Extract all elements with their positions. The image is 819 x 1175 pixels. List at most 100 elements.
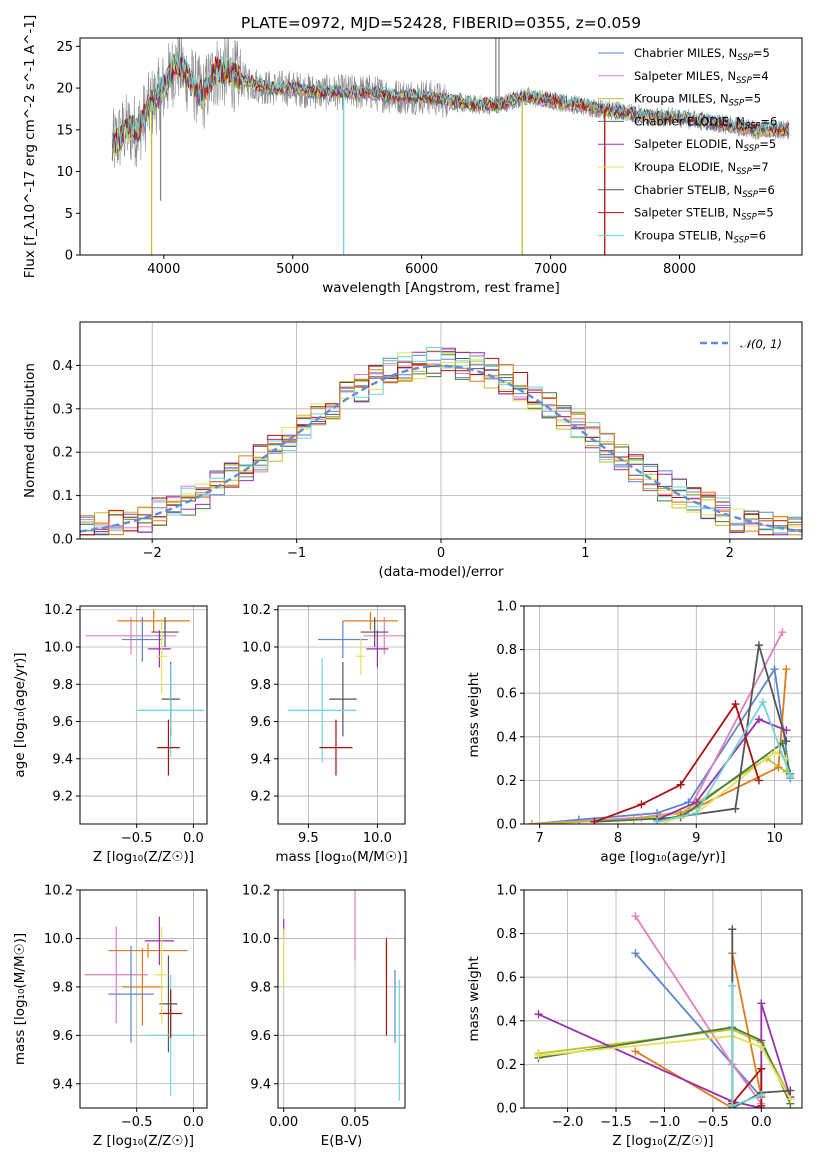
legend-label-count: =6 bbox=[749, 228, 766, 242]
x-tick-label: 0.05 bbox=[341, 1115, 370, 1130]
series-marker bbox=[692, 798, 701, 807]
legend-label-count: =7 bbox=[752, 160, 769, 174]
axes-frame bbox=[79, 37, 803, 256]
legend-label-subscript: SSP bbox=[741, 213, 757, 223]
plot-area bbox=[534, 912, 795, 1108]
series-marker bbox=[757, 1090, 766, 1099]
data-point bbox=[360, 617, 389, 647]
y-axis-label: mass weight bbox=[466, 672, 482, 757]
series-marker bbox=[786, 1086, 795, 1095]
y-tick-label: 1.0 bbox=[496, 600, 517, 615]
series-line bbox=[594, 702, 760, 823]
series-marker bbox=[631, 949, 640, 958]
y-tick-label: 9.4 bbox=[52, 1077, 73, 1092]
data-point bbox=[136, 663, 205, 757]
series-marker bbox=[728, 1101, 737, 1108]
legend-label-subscript: SSP bbox=[736, 76, 752, 86]
x-tick-label: 0.0 bbox=[183, 1115, 204, 1130]
x-tick-label: 9.5 bbox=[298, 831, 319, 846]
legend-label-subscript: SSP bbox=[744, 144, 760, 154]
data-point bbox=[108, 945, 154, 1043]
histogram-step-line bbox=[80, 347, 802, 536]
data-point bbox=[329, 661, 357, 737]
y-tick-label: 9.2 bbox=[52, 790, 73, 805]
y-tick-label: 9.6 bbox=[52, 1029, 73, 1044]
series-marker bbox=[757, 1101, 766, 1108]
y-tick-label: 9.8 bbox=[250, 678, 271, 693]
series-marker bbox=[653, 817, 662, 824]
axes-frame bbox=[523, 605, 803, 825]
data-point bbox=[121, 948, 163, 1026]
series-line bbox=[538, 1003, 792, 1108]
y-tick-label: 10.2 bbox=[44, 603, 73, 618]
series-marker bbox=[754, 715, 763, 724]
series-marker bbox=[631, 1047, 640, 1056]
legend-label-subscript: SSP bbox=[729, 99, 745, 109]
residual-histogram-panel: −2 −1 0 1 2 0.0 0.1 0.2 0.3 0.4 (data-model)/error… bbox=[22, 321, 803, 580]
x-tick-label: 0.00 bbox=[269, 1115, 298, 1130]
data-point bbox=[287, 658, 357, 763]
series-marker bbox=[757, 1042, 766, 1051]
data-point bbox=[366, 630, 389, 668]
y-tick-label: 10.0 bbox=[44, 640, 73, 655]
data-point bbox=[356, 637, 365, 675]
y-tick-label: 10.2 bbox=[242, 884, 271, 899]
series-marker bbox=[786, 772, 795, 781]
y-tick-label: 9.8 bbox=[52, 980, 73, 995]
plot-area bbox=[111, 38, 790, 255]
legend-label-subscript: SSP bbox=[734, 235, 750, 245]
legend-label-count: =5 bbox=[757, 206, 774, 220]
y-tick-label: 10.0 bbox=[242, 640, 271, 655]
data-point bbox=[159, 955, 178, 1053]
y-tick-label: 0.3 bbox=[52, 402, 73, 417]
data-point bbox=[159, 989, 183, 1038]
series-marker bbox=[782, 737, 791, 746]
mass-vs-metallicity-panel: −0.5 0.0 9.4 9.6 9.8 10.0 10.2 Z [log₁₀(Z/Z☉)] m… bbox=[12, 884, 208, 1149]
legend-label-main: Chabrier ELODIE, N bbox=[634, 114, 745, 128]
legend-label-count: =6 bbox=[758, 183, 775, 197]
y-tick-label: 0.8 bbox=[496, 927, 517, 942]
x-tick-label: 8000 bbox=[663, 262, 696, 277]
x-tick-label: 8 bbox=[614, 831, 622, 846]
y-axis-label: Flux [f_λ10^-17 erg cm^-2 s^-1 A^-1] bbox=[22, 15, 38, 278]
legend-label-main: Chabrier MILES, N bbox=[634, 46, 737, 60]
series-line bbox=[634, 953, 763, 1108]
legend-label-count: =6 bbox=[760, 114, 777, 128]
y-tick-label: 0.2 bbox=[496, 1058, 517, 1073]
y-tick-label: 0 bbox=[65, 249, 73, 264]
data-point bbox=[318, 620, 368, 659]
series-marker bbox=[770, 665, 779, 674]
series-marker bbox=[590, 817, 599, 824]
y-tick-label: 0.6 bbox=[496, 971, 517, 986]
x-axis-label: E(B-V) bbox=[321, 1133, 363, 1149]
mass-weight-vs-age-panel: 7 8 9 10 0.0 0.2 0.4 0.6 0.8 1.0 age [log₁₀(age/yr… bbox=[466, 600, 803, 865]
series-line bbox=[531, 666, 792, 824]
x-axis-label: Z [log₁₀(Z/Z☉)] bbox=[93, 1133, 194, 1149]
x-tick-label: −0.5 bbox=[121, 831, 153, 846]
legend-label: Salpeter STELIB, NSSP=5 bbox=[634, 206, 774, 223]
series-marker bbox=[782, 665, 791, 674]
y-tick-label: 9.4 bbox=[250, 752, 271, 767]
legend-label: Kroupa ELODIE, NSSP=7 bbox=[634, 160, 769, 177]
x-tick-label: −0.5 bbox=[121, 1115, 153, 1130]
data-point bbox=[155, 619, 168, 694]
y-axis-label: mass [log₁₀(M/M☉)] bbox=[12, 933, 28, 1065]
x-tick-label: 7000 bbox=[534, 262, 567, 277]
x-tick-label: 10.0 bbox=[363, 831, 392, 846]
y-tick-label: 0.0 bbox=[52, 533, 73, 548]
y-tick-label: 20 bbox=[56, 82, 73, 97]
series-marker bbox=[757, 999, 766, 1008]
y-tick-label: 0.6 bbox=[496, 687, 517, 702]
data-point bbox=[157, 719, 180, 776]
series-marker bbox=[527, 820, 536, 824]
series-marker bbox=[534, 1051, 543, 1060]
x-tick-label: 6000 bbox=[405, 262, 438, 277]
legend-label-main: Salpeter STELIB, N bbox=[634, 206, 741, 220]
y-tick-label: 10.2 bbox=[44, 884, 73, 899]
plot-area bbox=[527, 628, 795, 824]
data-point bbox=[154, 926, 169, 1024]
y-tick-label: 9.2 bbox=[250, 790, 271, 805]
legend-label: Chabrier ELODIE, NSSP=6 bbox=[634, 114, 777, 131]
legend-label: Chabrier MILES, NSSP=5 bbox=[634, 46, 770, 63]
